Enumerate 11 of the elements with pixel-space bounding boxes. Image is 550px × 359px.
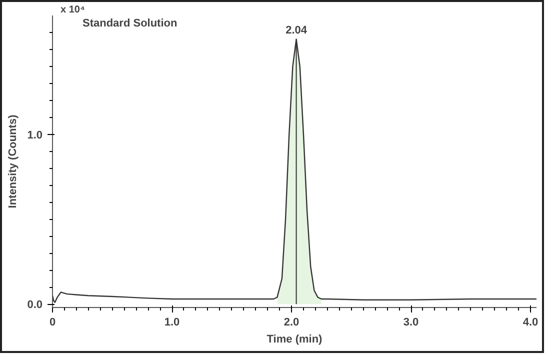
chart-title: Standard Solution — [82, 18, 178, 30]
x-axis-title: Time (min) — [266, 334, 323, 346]
x-tick-label: 2.0 — [284, 316, 300, 328]
x-tick-label: 1.0 — [164, 316, 180, 328]
x-tick-label: 0 — [49, 316, 56, 328]
x-tick-label: 4.0 — [522, 316, 538, 328]
annotation: x 10⁴ — [60, 4, 85, 16]
annotation: 2.04 — [286, 24, 308, 36]
y-tick-label: 0.0 — [27, 299, 43, 312]
x-tick-label: 3.0 — [403, 316, 419, 328]
y-axis-title: Intensity (Counts) — [7, 114, 20, 208]
